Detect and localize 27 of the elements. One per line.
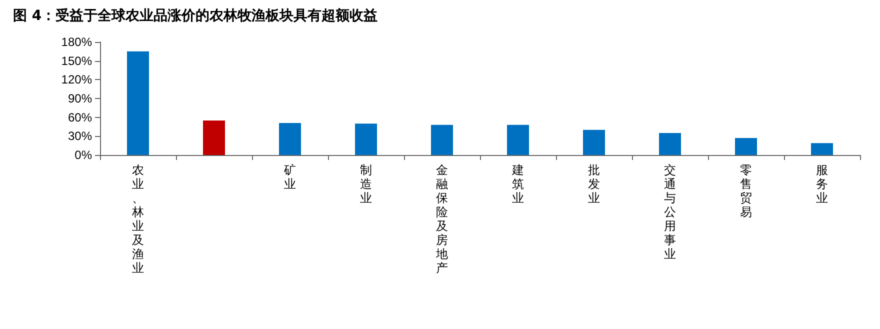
bar bbox=[431, 124, 453, 155]
y-tick-label: 180% bbox=[61, 35, 92, 49]
bar bbox=[811, 143, 833, 155]
y-tick-label: 30% bbox=[68, 129, 92, 144]
x-tick-label: 批发业 bbox=[588, 163, 600, 205]
bar bbox=[735, 138, 757, 155]
y-tick-label: 0% bbox=[74, 148, 92, 162]
x-tick-label: 零售贸易 bbox=[740, 163, 752, 219]
bar bbox=[127, 51, 149, 155]
bar bbox=[507, 124, 529, 155]
y-tick-label: 150% bbox=[61, 54, 92, 68]
y-tick-label: 60% bbox=[68, 110, 92, 124]
x-tick-label: 矿业 bbox=[283, 163, 296, 191]
x-tick-label: 服务业 bbox=[816, 163, 828, 205]
x-tick-label: 金融保险及房地产 bbox=[435, 163, 448, 275]
x-tick-label: 农业、林业及渔业 bbox=[131, 163, 144, 275]
chart-title: 图 4：受益于全球农业品涨价的农林牧渔板块具有超额收益 bbox=[13, 7, 378, 24]
x-tick-label: 建筑业 bbox=[511, 163, 524, 205]
y-tick-label: 90% bbox=[68, 92, 92, 106]
y-tick-label: 120% bbox=[61, 72, 92, 87]
x-tick-label: 交通与公用事业 bbox=[664, 163, 676, 261]
x-tick-label: 制造业 bbox=[360, 163, 372, 205]
bar bbox=[659, 133, 681, 155]
bar bbox=[583, 130, 605, 155]
bar bbox=[355, 124, 377, 155]
bar bbox=[279, 122, 301, 155]
bar bbox=[203, 120, 225, 155]
